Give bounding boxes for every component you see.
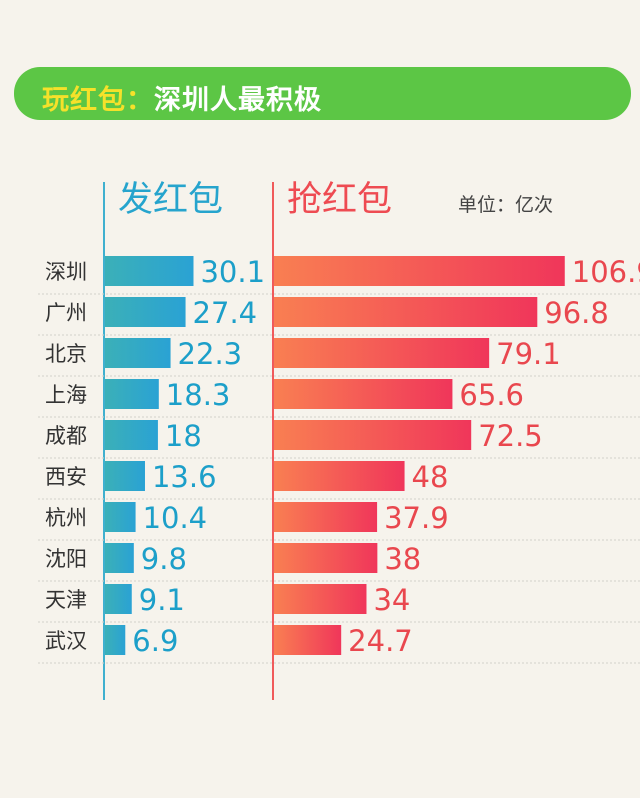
title-lead: 玩红包：	[42, 85, 154, 116]
send-value-label: 18	[165, 419, 202, 453]
grab-value-label: 65.6	[459, 378, 524, 412]
send-bar	[105, 584, 132, 614]
send-bar	[105, 461, 145, 491]
send-value-label: 27.4	[193, 296, 258, 330]
send-value-label: 6.9	[132, 624, 178, 658]
title-rest: 深圳人最积极	[154, 85, 322, 116]
grab-bar	[274, 625, 342, 655]
grab-value-label: 106.9	[572, 255, 640, 289]
send-value-label: 22.3	[178, 337, 243, 371]
send-bar	[105, 502, 136, 532]
grab-bar	[274, 256, 565, 286]
send-bar	[105, 256, 194, 286]
city-label: 上海	[45, 383, 87, 407]
city-label: 广州	[45, 301, 87, 325]
grab-value-label: 79.1	[496, 337, 561, 371]
grab-bar	[274, 461, 405, 491]
grab-bar	[274, 297, 538, 327]
legend-send: 发红包	[118, 180, 224, 220]
city-label: 天津	[45, 588, 87, 612]
grab-value-label: 48	[412, 460, 449, 494]
city-label: 成都	[45, 424, 87, 448]
send-bar	[105, 297, 186, 327]
send-value-label: 9.1	[139, 583, 185, 617]
unit-label: 单位：亿次	[458, 194, 554, 216]
grab-bar	[274, 584, 367, 614]
grab-bar	[274, 420, 472, 450]
send-bar	[105, 625, 126, 655]
city-label: 沈阳	[45, 547, 87, 571]
page-title: 玩红包：深圳人最积极	[42, 78, 322, 117]
grab-bar	[274, 338, 490, 368]
send-bar	[105, 379, 159, 409]
title-banner: 玩红包：深圳人最积极	[14, 67, 631, 120]
legend-grab: 抢红包	[287, 180, 393, 220]
city-label: 深圳	[45, 260, 87, 284]
grab-value-label: 34	[373, 583, 410, 617]
city-label: 杭州	[45, 506, 87, 530]
send-bar	[105, 420, 158, 450]
grab-value-label: 37.9	[384, 501, 449, 535]
grab-value-label: 96.8	[544, 296, 609, 330]
send-value-label: 13.6	[152, 460, 217, 494]
send-bar	[105, 543, 134, 573]
grab-value-label: 72.5	[478, 419, 543, 453]
grab-axis-line	[272, 182, 274, 700]
grab-bar	[274, 502, 378, 532]
send-value-label: 30.1	[200, 255, 265, 289]
send-bar	[105, 338, 171, 368]
city-label: 武汉	[45, 629, 87, 653]
grab-bar	[274, 379, 453, 409]
send-value-label: 9.8	[141, 542, 187, 576]
city-label: 西安	[45, 465, 87, 489]
grab-value-label: 24.7	[348, 624, 413, 658]
grab-bar	[274, 543, 378, 573]
send-value-label: 18.3	[166, 378, 231, 412]
send-value-label: 10.4	[143, 501, 208, 535]
city-label: 北京	[45, 342, 87, 366]
send-axis-line	[103, 182, 105, 700]
grab-value-label: 38	[384, 542, 421, 576]
